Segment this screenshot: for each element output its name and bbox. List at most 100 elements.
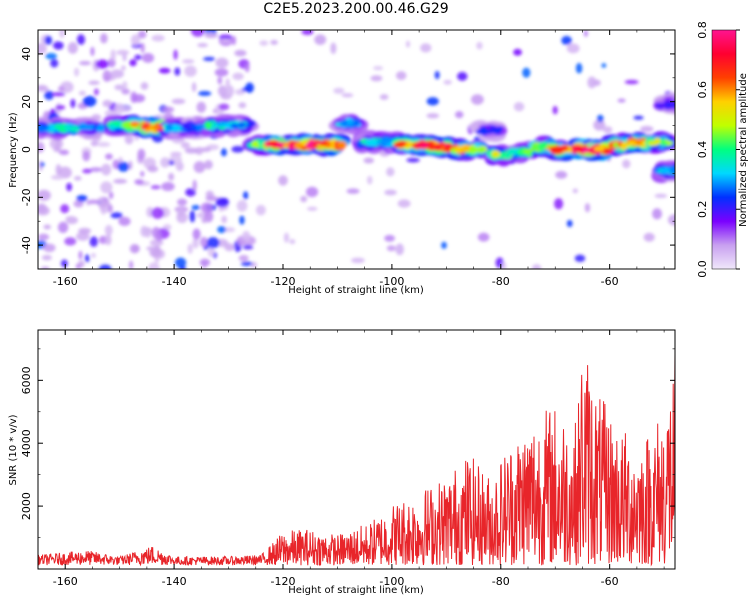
snr-y-axis-label: SNR (10 * v/v) — [8, 414, 19, 485]
noise-blob — [182, 59, 195, 64]
noise-blob — [192, 228, 201, 240]
noise-blob — [147, 165, 159, 173]
colorbar-tick-label: 0.8 — [696, 21, 709, 39]
noise-blob — [191, 204, 201, 210]
noise-blob — [434, 70, 440, 80]
noise-blob — [104, 109, 118, 117]
x-tick-label: -100 — [379, 575, 404, 588]
noise-blob — [289, 239, 296, 245]
noise-blob — [386, 245, 396, 252]
noise-blob — [370, 75, 383, 82]
noise-blob — [278, 175, 288, 186]
noise-blob — [231, 145, 244, 153]
noise-blob — [205, 33, 219, 39]
noise-blob — [82, 95, 97, 107]
noise-blob — [197, 43, 209, 48]
noise-blob — [513, 48, 523, 56]
noise-blob — [470, 94, 484, 105]
noise-blob — [140, 82, 149, 90]
noise-blob — [151, 207, 164, 219]
noise-blob — [199, 258, 211, 267]
noise-blob — [134, 136, 139, 141]
noise-blob — [171, 98, 186, 105]
noise-blob — [215, 197, 230, 208]
noise-blob — [575, 62, 583, 74]
noise-blob — [513, 102, 525, 112]
noise-blob — [89, 167, 102, 172]
noise-blob — [155, 234, 163, 242]
x-tick-label: -100 — [379, 275, 404, 288]
noise-blob — [367, 175, 373, 185]
noise-blob — [102, 99, 113, 108]
noise-blob — [234, 49, 247, 57]
noise-blob — [78, 90, 86, 96]
ridge-mark — [523, 148, 532, 155]
noise-blob — [190, 30, 205, 37]
noise-blob — [102, 69, 112, 82]
noise-blob — [306, 206, 318, 211]
noise-blob — [205, 195, 219, 202]
noise-blob — [110, 212, 123, 219]
noise-blob — [643, 232, 655, 242]
ridge-mark — [364, 139, 376, 144]
noise-blob — [196, 101, 207, 113]
ridge-mark — [129, 121, 140, 127]
noise-blob — [130, 34, 141, 46]
noise-blob — [124, 133, 134, 145]
x-tick-label: -140 — [162, 575, 187, 588]
noise-blob — [129, 244, 140, 254]
ridge-mark — [477, 147, 486, 154]
noise-blob — [185, 188, 196, 197]
noise-blob — [158, 67, 171, 74]
noise-blob — [405, 40, 411, 48]
noise-blob — [177, 198, 188, 206]
noise-blob — [242, 230, 251, 242]
noise-blob — [192, 179, 197, 192]
ridge-mark — [63, 124, 71, 131]
colorbar-ticks: 0.0 0.2 0.4 0.6 0.8 — [696, 21, 740, 278]
noise-blob — [51, 92, 66, 97]
noise-blob — [121, 88, 130, 95]
noise-blob — [114, 84, 124, 91]
ridge-mark — [380, 136, 392, 145]
noise-blob — [140, 171, 145, 177]
spectrogram-panel: -160 -140 -120 -100 -80 -60 -40 -20 0 20 40 Heigh… — [8, 29, 676, 296]
noise-blob — [226, 85, 235, 97]
noise-blob — [168, 172, 175, 181]
noise-blob — [214, 68, 229, 77]
ridge-mark — [627, 140, 636, 145]
noise-blob — [531, 264, 542, 269]
noise-blob — [566, 43, 580, 54]
noise-blob — [243, 191, 249, 200]
noise-blob — [104, 234, 112, 246]
noise-blob — [187, 243, 193, 255]
noise-blob — [221, 215, 228, 224]
noise-blob — [118, 105, 132, 113]
noise-blob — [38, 233, 50, 241]
ridge-mark — [660, 167, 671, 174]
noise-blob — [55, 164, 62, 176]
ridge-mark — [647, 141, 660, 146]
noise-blob — [555, 170, 568, 179]
noise-blob — [241, 87, 251, 92]
ridge-mark — [558, 146, 569, 151]
noise-blob — [192, 237, 199, 249]
noise-blob — [223, 227, 236, 233]
x-tick-label: -60 — [601, 275, 619, 288]
noise-blob — [379, 94, 389, 100]
noise-blob — [441, 241, 447, 250]
noise-blob — [145, 231, 151, 238]
ridge-mark — [141, 124, 150, 129]
ridge-mark — [195, 123, 203, 131]
noise-blob — [59, 30, 65, 39]
noise-blob — [73, 175, 82, 181]
noise-blob — [78, 61, 91, 66]
noise-blob — [110, 69, 124, 79]
noise-blob — [99, 264, 112, 269]
noise-blob — [420, 43, 432, 53]
noise-blob — [583, 30, 588, 37]
noise-blob — [107, 204, 113, 213]
noise-blob — [137, 148, 146, 160]
y-tick-label: 6000 — [20, 366, 33, 394]
noise-blob — [38, 43, 47, 55]
